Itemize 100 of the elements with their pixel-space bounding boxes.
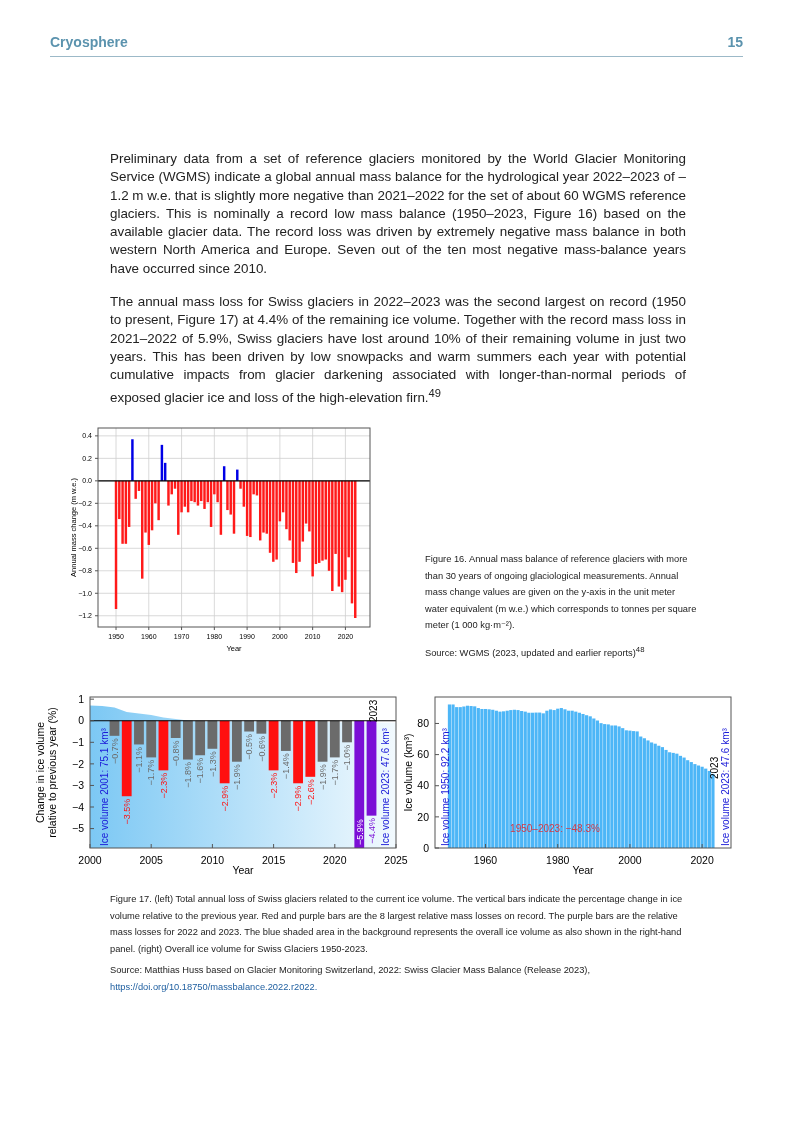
data-label: −1.4% <box>281 753 292 780</box>
annotation: 1950–2023: −48.3% <box>510 823 601 834</box>
bar <box>505 710 509 848</box>
bar <box>236 469 239 481</box>
data-label: −2.9% <box>219 785 230 812</box>
bar <box>635 731 639 848</box>
bar <box>473 706 477 848</box>
y-tick-label: 1 <box>78 692 85 705</box>
x-axis-title: Year <box>232 864 255 876</box>
data-label: −2.9% <box>293 785 304 812</box>
bar <box>653 743 657 848</box>
bar <box>458 707 462 848</box>
data-label: −0.6% <box>256 736 267 762</box>
bar <box>613 725 618 848</box>
bar <box>700 766 704 848</box>
annotation: Ice volume 1950: 92.2 km³ <box>440 727 451 846</box>
bar <box>131 439 134 481</box>
caption: Figure 17. (left) Total annual loss of Swiss glaciers related to the current ice volume. The vertical bars indicate the percentage change in ice volume relative to the previous year. Red and purple bars are the 8 largest relative mass losses on record. The purple bars are the relative mass losses for 2022 and 2023. The blue shaded area in the background represents the overall ice volume as also shown in the right-hand panel. (right) Overall ice volume for Swiss Glaciers 1950-2023. <box>110 893 684 956</box>
text: Preliminary data from a set of reference glaciers monitored by the World Glacier Monitoring Service (WGMS) indicate a global annual mass balance for the hydrological year 2022–2023 of –1.2 m w.e. that is slightly more negative than 2021–2022 for the set of about 60 WGMS reference glaciers. This is nominally a record low mass balance (1950–2023, Figure 16) based on the available glacier data. The record loss was driven by extremely negative mass balance in both western North America and Europe. Seven out of the ten most negative mass-balance years have occurred since 2010. <box>110 150 686 278</box>
text: The annual mass loss for Swiss glaciers in 2022–2023 was the second largest on record (1950 to present, Figure 17) at 4.4% of the remaining ice volume. Together with the record mass loss in 2021–2022 of 5.9%, Swiss glaciers have lost around 10% of their remaining volume in just two years. This has been driven by low snowpacks and warm summers each year with potential cumulative impacts from glacier darkening associated with longer-than-normal periods of exposed glacier ice and loss of the high-elevation firn.$^{49}$ <box>110 293 686 408</box>
source-note: Source: Matthias Huss based on Glacier Monitoring Switzerland, 2022: Swiss Glacier Mass Balance (Release 2023), https://doi.org/10.18750/massbalance.2022.r2022. <box>110 964 592 994</box>
bar <box>563 709 567 848</box>
bar <box>193 480 196 503</box>
bar <box>696 765 701 848</box>
annotation: 2023 <box>709 756 720 779</box>
annotation: Ice volume 2001: 75.1 km³ <box>99 727 110 846</box>
bar <box>167 480 170 506</box>
bar <box>678 755 683 848</box>
y-tick-label: −5 <box>72 822 85 835</box>
data-label: −1.7% <box>330 759 341 786</box>
bar <box>628 730 632 848</box>
data-label: −5.9% <box>354 819 365 845</box>
x-tick-label: 1980 <box>546 853 570 866</box>
bar <box>689 762 693 848</box>
data-label: −0.5% <box>244 733 255 760</box>
bar <box>657 745 661 848</box>
bar <box>177 480 180 535</box>
data-label: −2.3% <box>158 772 169 799</box>
bar <box>671 752 675 848</box>
bar <box>203 480 206 509</box>
y-tick-label: 0 <box>78 714 85 727</box>
y-tick-label: −4 <box>72 800 85 813</box>
bar <box>249 480 252 538</box>
bar <box>498 711 502 848</box>
bar <box>642 738 646 848</box>
data-label: −1.0% <box>342 744 353 771</box>
y-tick-label: 40 <box>417 779 430 792</box>
bar <box>668 752 672 848</box>
bar <box>603 724 607 848</box>
y-tick-label: 60 <box>417 748 430 761</box>
bar <box>660 747 664 848</box>
bar <box>675 753 679 848</box>
data-label: −1.9% <box>232 764 243 790</box>
bar <box>480 708 484 848</box>
data-label: −0.7% <box>109 738 120 765</box>
bar <box>502 711 506 848</box>
bar <box>610 725 614 848</box>
bar <box>617 726 621 848</box>
bar <box>476 708 480 848</box>
x-tick-label: 2000 <box>78 853 102 866</box>
x-tick-label: 2015 <box>261 853 286 866</box>
y-tick-label: 20 <box>417 810 430 823</box>
bar <box>134 480 137 499</box>
bar <box>664 749 668 848</box>
data-label: −0.8% <box>170 740 181 767</box>
y-tick-label: 80 <box>417 717 430 730</box>
bar <box>487 709 491 848</box>
bar <box>693 764 697 848</box>
bar <box>121 480 124 544</box>
annotation: Ice volume 2023: 47.6 km³ <box>720 727 731 846</box>
text: 15 <box>727 34 743 50</box>
bar <box>311 480 314 577</box>
bar <box>686 760 690 848</box>
annotation: 2023 <box>368 699 379 722</box>
bar <box>621 728 625 848</box>
bar <box>226 480 229 511</box>
bar <box>704 768 708 848</box>
x-axis-title: Year <box>572 864 595 876</box>
bar <box>624 730 628 848</box>
bar <box>494 710 498 848</box>
caption: Figure 16. Annual mass balance of reference glaciers with more than 30 years of ongoing glaciological measurements. Annual mass change values are given on the y-axis in the unit meter water equivalent (m w.e.) which corresponds to tonnes per square meter (1 000 kg·m⁻²). <box>425 553 697 632</box>
data-label: −1.7% <box>146 759 157 786</box>
y-tick-label: −1 <box>72 735 85 748</box>
bar <box>599 723 603 848</box>
x-tick-label: 2000 <box>618 853 642 866</box>
y-axis-title: Change in ice volume relative to previous year (%) <box>34 707 59 838</box>
bar <box>469 706 473 848</box>
bar <box>157 480 160 521</box>
x-tick-label: 2020 <box>323 853 347 866</box>
bar <box>275 480 278 560</box>
data-label: −4.4% <box>366 818 377 844</box>
bar <box>650 742 654 848</box>
data-label: −3.5% <box>121 798 132 825</box>
annotation: Ice volume 2023: 47.6 km³ <box>380 727 391 846</box>
data-label: −1.3% <box>207 751 218 777</box>
y-tick-label: −3 <box>72 779 85 792</box>
bar <box>631 731 636 848</box>
x-tick-label: 2010 <box>200 853 225 866</box>
data-label: −1.8% <box>183 761 194 788</box>
bar <box>707 770 711 848</box>
